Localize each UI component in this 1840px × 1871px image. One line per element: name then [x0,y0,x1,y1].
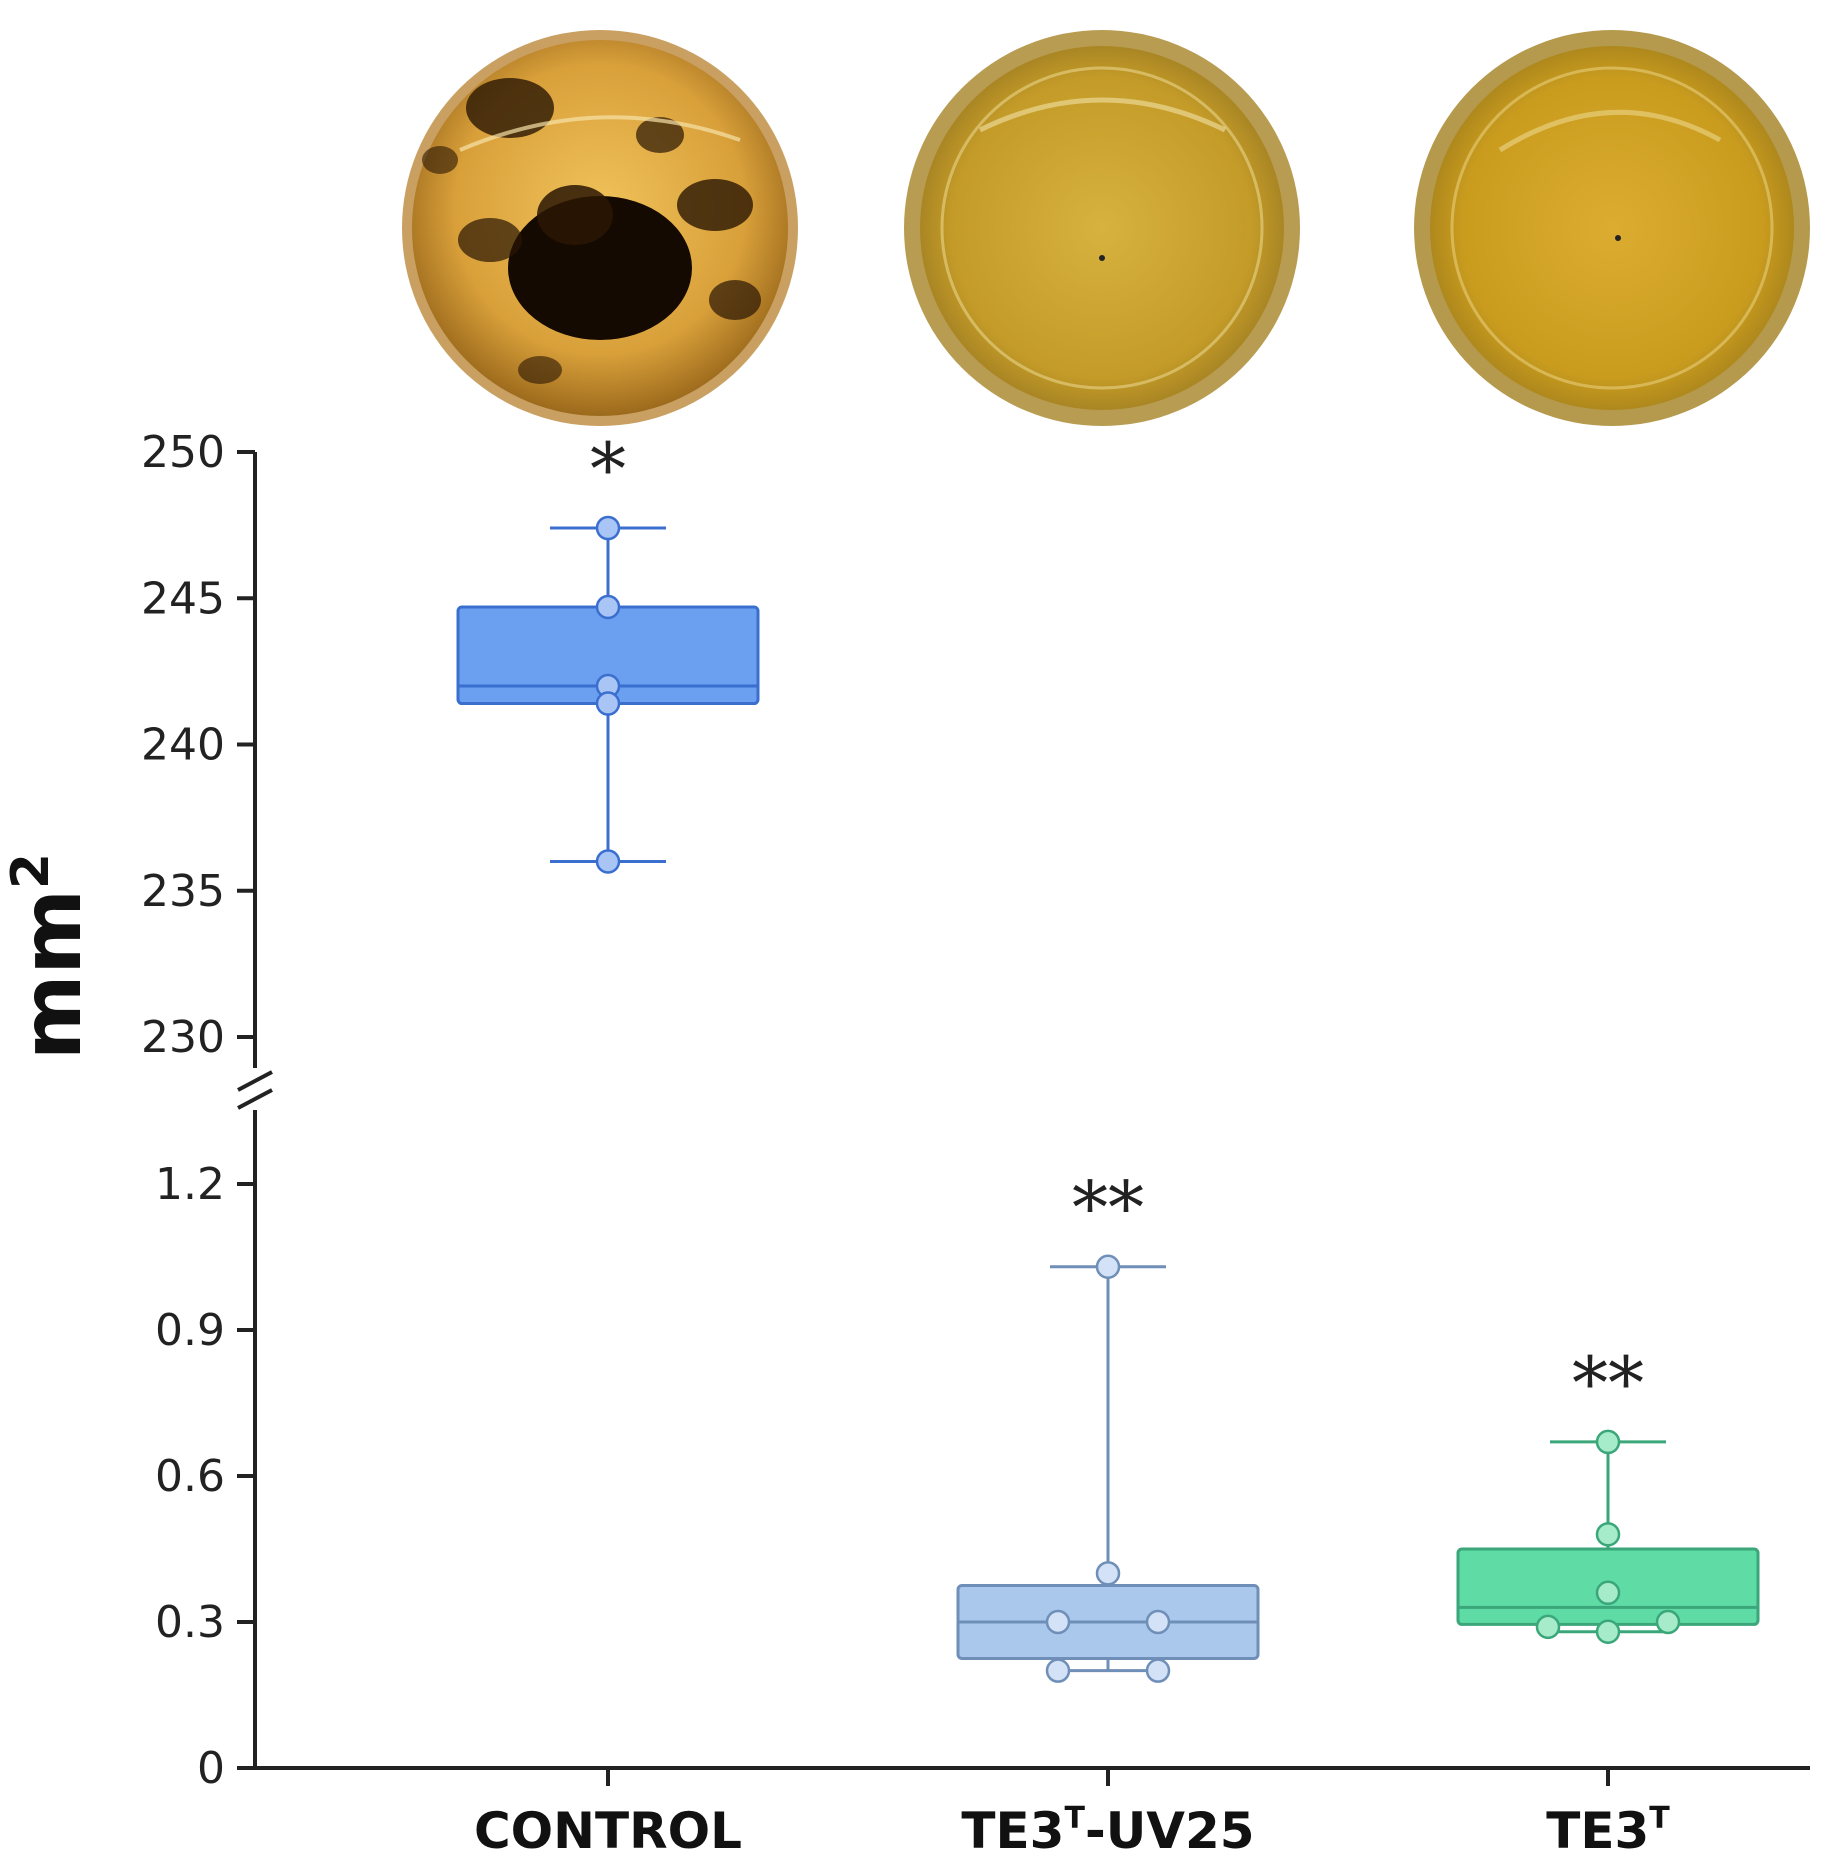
significance-label: * [590,427,626,511]
lower-tick-label: 1.2 [155,1159,225,1210]
data-point [1145,1658,1171,1683]
upper-tick-label: 230 [141,1012,225,1063]
significance-label: ** [1572,1341,1644,1425]
dish-photo-te3t [1414,30,1810,426]
axes [237,452,1810,1770]
data-point [1595,1580,1621,1606]
data-point [1095,1254,1121,1279]
axis-break-mark [237,1070,273,1110]
data-point [595,691,621,716]
data-point [1595,1619,1621,1644]
dish-photo-control [402,30,798,426]
box-2: ** [956,1166,1260,1683]
significance-label: ** [1072,1166,1144,1250]
lower-tick-label: 0.6 [155,1451,225,1502]
category-label-control: CONTROL [474,1802,742,1860]
data-point [595,849,621,874]
data-point [1145,1609,1171,1635]
data-point [1535,1614,1561,1640]
data-point [1045,1658,1071,1683]
upper-tick-label: 240 [141,720,225,771]
data-point [1595,1429,1621,1455]
upper-tick-label: 235 [141,866,225,917]
lower-tick-label: 0 [197,1743,225,1794]
box-1: * [456,427,760,874]
dish-photo-te3t-uv25 [904,30,1300,426]
data-point [595,515,621,541]
data-point [1655,1609,1681,1635]
y-axis-title: mm2 [1,853,100,1060]
upper-tick-label: 250 [141,427,225,478]
lower-tick-label: 0.9 [155,1305,225,1356]
category-label-te3t-uv25: TE3T-UV25 [961,1801,1254,1860]
upper-tick-label: 245 [141,573,225,624]
data-point [595,594,621,620]
data-point [1095,1561,1121,1586]
tick-group: 230 235 240 245 250 0 0.3 0.6 0.9 1.2 [141,427,1610,1794]
box-group: ***** [456,427,1760,1683]
category-label-te3t: TE3T [1546,1801,1670,1860]
lower-tick-label: 0.3 [155,1597,225,1648]
data-point [1595,1522,1621,1547]
data-point [1045,1609,1071,1635]
box-3: ** [1456,1341,1760,1644]
